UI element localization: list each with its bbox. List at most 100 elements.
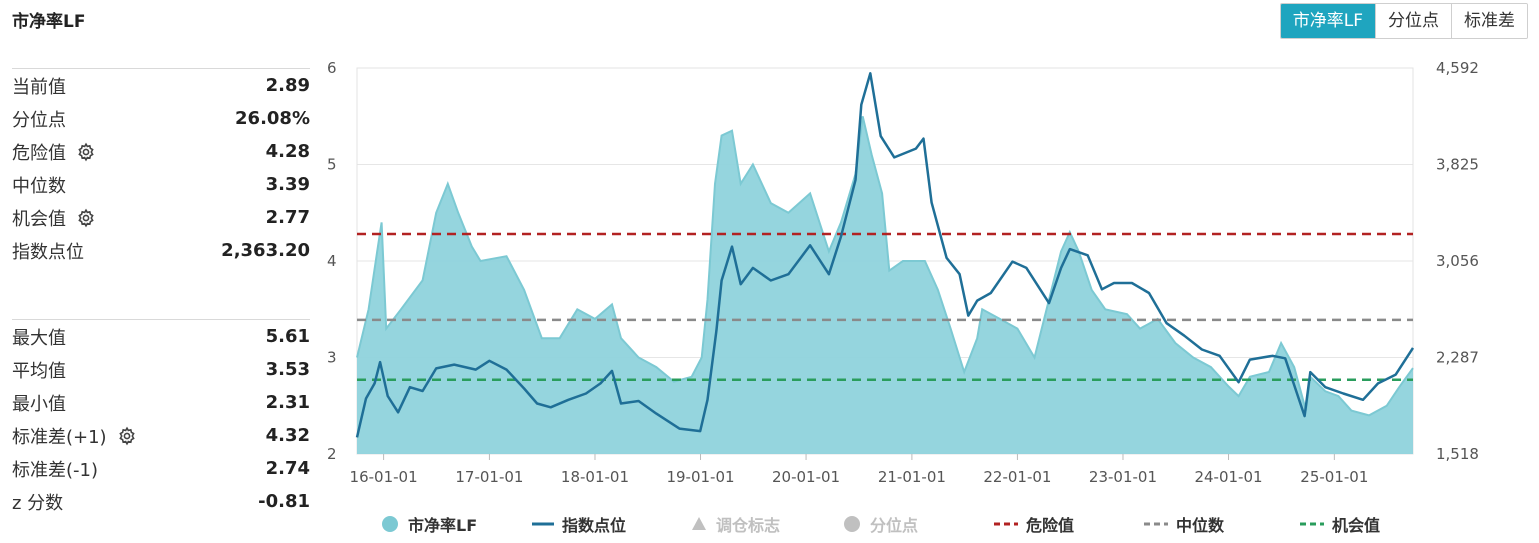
legend-item[interactable]: 分位点 [842,512,994,536]
stat-row: 最大值 5.61 [12,320,310,353]
stat-value: 5.61 [265,326,310,347]
y-right-tick-label: 3,056 [1436,252,1479,270]
legend-label: 机会值 [1332,516,1381,535]
legend-item[interactable]: 中位数 [1144,512,1300,536]
stat-label: 标准差(+1) [12,423,137,449]
stat-label-text: 指数点位 [12,241,84,263]
stat-value: 4.32 [265,425,310,446]
y-left-tick-label: 3 [327,349,337,367]
legend-marker [842,514,862,534]
y-left-tick-label: 5 [327,156,337,174]
stat-label-text: 标准差(+1) [12,426,107,448]
x-tick-label: 18-01-01 [561,468,629,486]
gear-icon[interactable] [66,142,96,162]
x-tick-label: 21-01-01 [878,468,946,486]
y-right-tick-label: 2,287 [1436,349,1479,367]
stat-label: z 分数 [12,489,63,515]
stat-label: 当前值 [12,73,66,99]
x-tick-label: 23-01-01 [1089,468,1157,486]
stat-label-text: 分位点 [12,109,66,131]
pb-line [356,116,1414,417]
stat-row: 机会值 2.77 [12,201,310,234]
stat-value: 2.74 [265,458,310,479]
stat-label-text: 平均值 [12,360,66,382]
stat-row: 分位点 26.08% [12,102,310,135]
y-right-tick-label: 3,825 [1436,156,1479,174]
stats-panel-top: 当前值 2.89 分位点 26.08% 危险值 4.28 中位数 3.39 机会值 2.77 指数点… [12,68,310,267]
stat-value: 2.77 [265,207,310,228]
stat-label-text: 中位数 [12,175,66,197]
chart-legend: 市净率LF 指数点位 调仓标志 分位点 危险值 中位数 机会值 [380,512,1420,536]
y-right-tick-label: 1,518 [1436,445,1479,463]
x-tick-label: 25-01-01 [1300,468,1368,486]
legend-label: 市净率LF [408,516,478,535]
index-line [355,72,1415,438]
pb-area [357,116,1413,455]
stat-label: 分位点 [12,106,66,132]
legend-label: 危险值 [1026,516,1075,535]
x-tick-label: 19-01-01 [666,468,734,486]
tab-stddev[interactable]: 标准差 [1451,4,1527,38]
x-tick-label: 16-01-01 [350,468,418,486]
y-right-tick-label: 4,592 [1436,59,1479,77]
legend-item[interactable]: 市净率LF [380,512,532,536]
legend-label: 指数点位 [562,516,627,535]
stat-label: 最大值 [12,324,66,350]
stat-label-text: 当前值 [12,76,66,98]
stat-value: 26.08% [235,108,310,129]
legend-marker [690,514,708,534]
legend-label: 分位点 [870,516,919,535]
gear-icon [118,426,135,445]
x-tick-label: 22-01-01 [983,468,1051,486]
stats-panel-bottom: 最大值 5.61 平均值 3.53 最小值 2.31 标准差(+1) 4.32 标准差(-1) 2… [12,319,310,518]
stat-label-text: z 分数 [12,492,64,514]
stat-value: 4.28 [265,141,310,162]
stat-value: -0.81 [258,491,310,512]
stat-label-text: 机会值 [12,208,66,230]
stat-row: 平均值 3.53 [12,353,310,386]
stat-row: 指数点位 2,363.20 [12,234,310,267]
legend-item[interactable]: 调仓标志 [690,512,842,536]
stat-label: 危险值 [12,139,96,165]
stat-label: 最小值 [12,390,66,416]
tab-percentile[interactable]: 分位点 [1375,4,1451,38]
stat-label: 中位数 [12,172,66,198]
gear-icon[interactable] [66,208,96,228]
stat-row: 当前值 2.89 [12,69,310,102]
stat-value: 3.53 [265,359,310,380]
stat-value: 2.89 [265,75,310,96]
stat-row: 中位数 3.39 [12,168,310,201]
legend-marker [380,514,400,534]
legend-item[interactable]: 指数点位 [532,512,690,536]
legend-label: 调仓标志 [716,516,781,535]
legend-item[interactable]: 危险值 [994,512,1144,536]
legend-label: 中位数 [1176,516,1225,535]
y-left-tick-label: 4 [327,252,337,270]
page-title: 市净率LF [12,12,86,32]
stat-label-text: 最小值 [12,393,66,415]
stat-row: 标准差(+1) 4.32 [12,419,310,452]
legend-marker [532,514,554,534]
gear-icon [78,142,94,161]
stat-label: 平均值 [12,357,66,383]
stat-row: 最小值 2.31 [12,386,310,419]
x-tick-label: 17-01-01 [455,468,523,486]
stat-label: 指数点位 [12,238,84,264]
stat-value: 2.31 [265,392,310,413]
stat-row: z 分数 -0.81 [12,485,310,518]
stat-label-text: 最大值 [12,327,66,349]
y-left-tick-label: 6 [327,59,337,77]
legend-item[interactable]: 机会值 [1300,512,1420,536]
stat-row: 标准差(-1) 2.74 [12,452,310,485]
y-left-tick-label: 2 [327,445,337,463]
stat-label: 标准差(-1) [12,456,98,482]
stat-label: 机会值 [12,205,96,231]
gear-icon [78,208,94,227]
stat-value: 2,363.20 [221,240,310,261]
tab-pb[interactable]: 市净率LF [1280,4,1375,38]
stat-label-text: 标准差(-1) [12,459,98,481]
legend-marker [1144,514,1168,534]
x-tick-label: 20-01-01 [772,468,840,486]
gear-icon[interactable] [107,426,137,446]
